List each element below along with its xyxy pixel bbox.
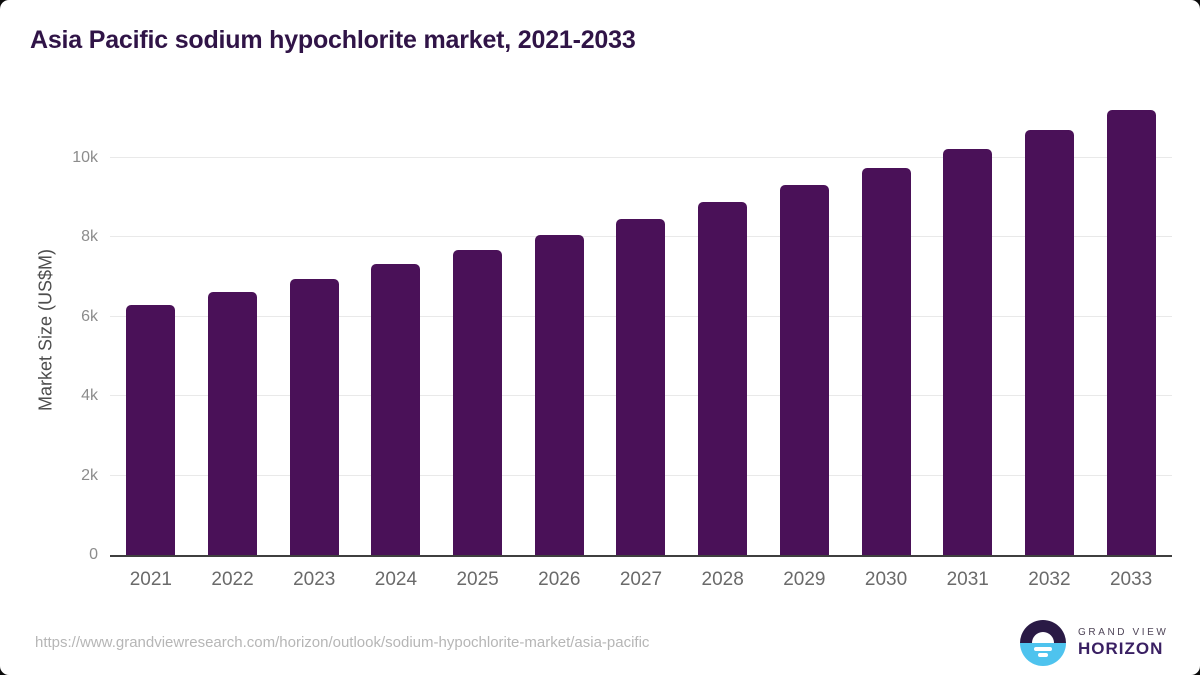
x-tick-label: 2031 xyxy=(946,569,989,590)
gridline xyxy=(110,156,1172,158)
bar-2027[interactable] xyxy=(616,218,666,555)
bars-layer xyxy=(110,99,1172,555)
bar-slot xyxy=(192,99,274,555)
plot-area: 0 2k 4k 6k 8k 10k 2021 2022 2023 2024 2025 2026 202… xyxy=(72,99,1172,590)
y-tick-label: 10k xyxy=(72,148,98,166)
y-tick-label: 4k xyxy=(81,387,98,405)
y-tick-label: 6k xyxy=(81,307,98,325)
bar-2033[interactable] xyxy=(1106,110,1156,555)
x-tick-label: 2027 xyxy=(619,569,663,590)
bar-slot xyxy=(355,99,437,555)
x-tick-label: 2024 xyxy=(374,569,418,590)
bar-2028[interactable] xyxy=(698,202,748,555)
x-tick-label: 2026 xyxy=(538,569,581,590)
y-tick-label: 8k xyxy=(81,228,98,246)
bar-2022[interactable] xyxy=(208,291,258,555)
sun-shape xyxy=(1032,632,1054,643)
bar-slot xyxy=(110,99,192,555)
bar-slot xyxy=(1090,99,1172,555)
bar-2024[interactable] xyxy=(371,263,421,555)
bar-2031[interactable] xyxy=(943,148,993,555)
bar-2032[interactable] xyxy=(1024,129,1074,555)
logo-brand-name: GRAND VIEW xyxy=(1078,627,1169,639)
sun-reflection-line xyxy=(1038,653,1048,657)
bar-2030[interactable] xyxy=(861,167,911,555)
y-tick-label: 0 xyxy=(89,546,98,563)
x-tick-label: 2032 xyxy=(1028,569,1071,590)
x-tick-label: 2021 xyxy=(129,569,172,590)
bar-slot xyxy=(927,99,1009,555)
bar-slot xyxy=(437,99,519,555)
brand-logo: GRAND VIEW HORIZON xyxy=(1020,620,1168,666)
sun-reflection-line xyxy=(1034,647,1052,651)
x-tick-label: 2030 xyxy=(864,569,908,590)
x-tick-label: 2023 xyxy=(293,569,336,590)
bar-2023[interactable] xyxy=(289,278,339,555)
logo-product-name: HORIZON xyxy=(1078,639,1164,659)
bar-slot xyxy=(600,99,682,555)
x-tick-label: 2033 xyxy=(1109,569,1153,590)
x-tick-label: 2029 xyxy=(783,569,826,590)
x-tick-label: 2028 xyxy=(701,569,744,590)
bar-2029[interactable] xyxy=(779,185,829,555)
x-tick-label: 2022 xyxy=(211,569,254,590)
x-axis-labels: 2021 2022 2023 2024 2025 2026 2027 2028 2029 2030… xyxy=(110,569,1172,591)
chart-title: Asia Pacific sodium hypochlorite market,… xyxy=(30,26,636,54)
y-axis-title: Market Size (US$M) xyxy=(35,248,56,412)
bar-slot xyxy=(682,99,764,555)
bar-2021[interactable] xyxy=(126,304,176,555)
horizon-sun-icon xyxy=(1020,620,1066,666)
bar-slot xyxy=(845,99,927,555)
bar-slot xyxy=(764,99,846,555)
x-tick-label: 2025 xyxy=(456,569,499,590)
bar-2025[interactable] xyxy=(453,249,503,555)
logo-text: GRAND VIEW HORIZON xyxy=(1078,627,1168,659)
source-url: https://www.grandviewresearch.com/horizo… xyxy=(35,634,650,651)
y-tick-label: 2k xyxy=(81,466,98,484)
bar-slot xyxy=(518,99,600,555)
bar-slot xyxy=(273,99,355,555)
bar-2026[interactable] xyxy=(534,235,584,555)
bar-slot xyxy=(1009,99,1091,555)
